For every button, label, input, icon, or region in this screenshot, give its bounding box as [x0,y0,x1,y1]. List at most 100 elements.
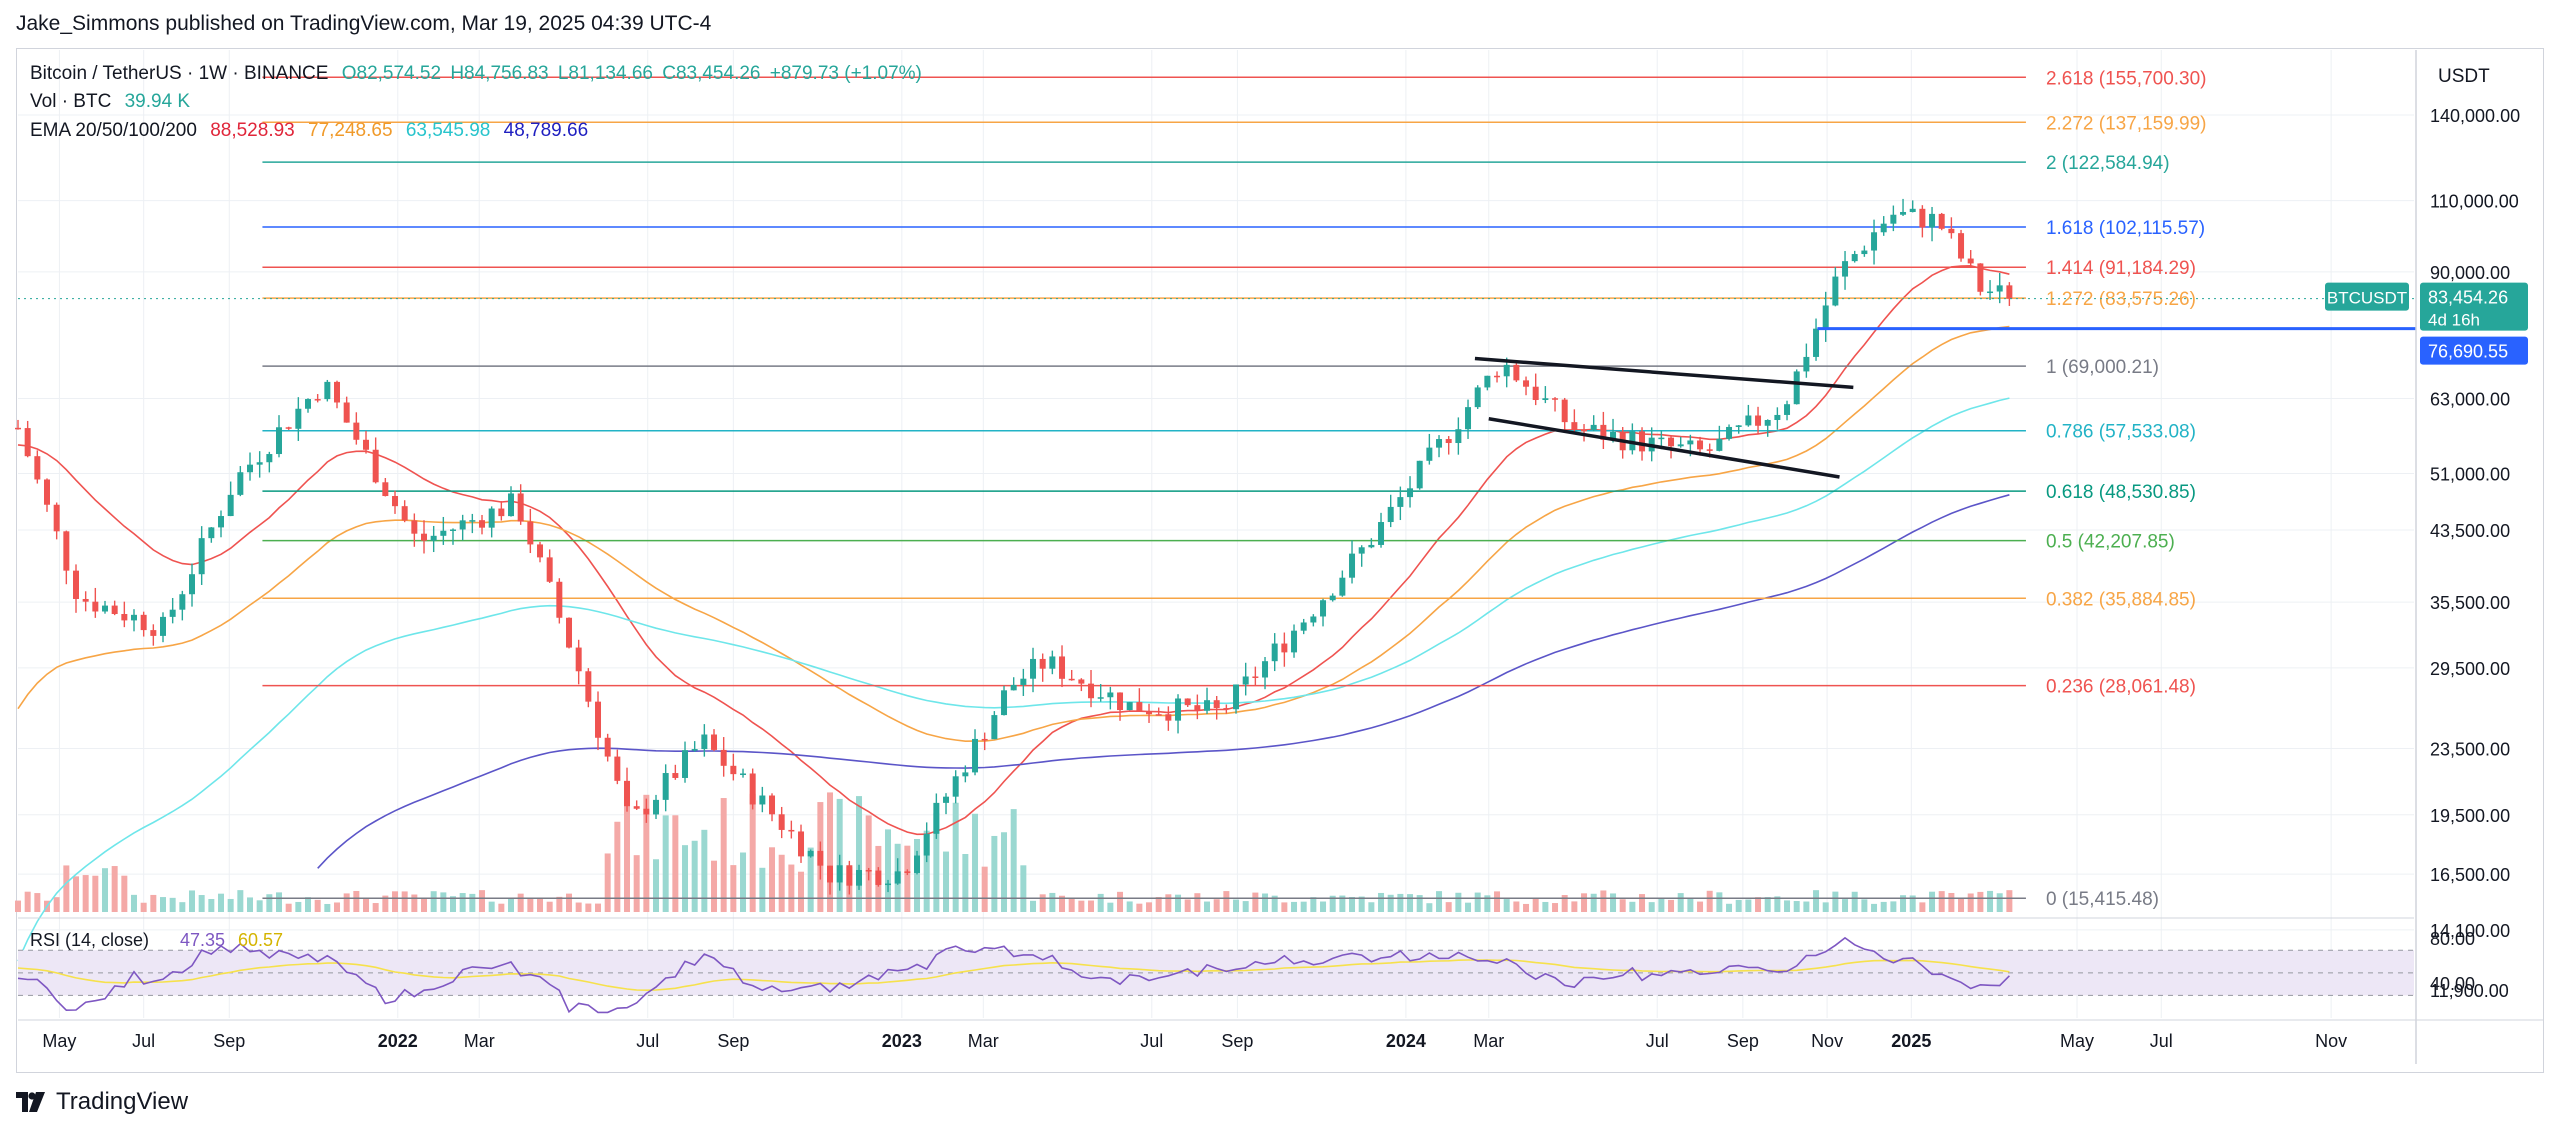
candle-body [875,870,882,885]
candle-body [1146,711,1153,715]
candle-body [1155,714,1162,716]
volume-bar [1880,901,1887,912]
candle-body [1735,425,1742,427]
candle-body [1900,212,1907,215]
candle-body [923,833,930,856]
volume-bar [1213,899,1220,912]
candle-body [865,869,872,872]
symbol-tag[interactable] [2325,282,2409,311]
time-tick-label: 2022 [378,1031,418,1051]
volume-bar [1136,903,1143,912]
legend-ema-label[interactable]: EMA 20/50/100/200 [30,120,197,141]
candle-body [305,399,312,409]
candle-body [1030,658,1037,679]
candle-body [730,765,737,775]
candle-body [1523,380,1530,387]
volume-bar [1242,901,1249,912]
ema100-line [17,397,2010,962]
volume-bar [952,802,959,912]
footer-brand[interactable]: TradingView [56,1088,189,1115]
volume-bar [1117,891,1124,912]
legend-vol-label[interactable]: Vol · BTC [30,91,112,112]
volume-bar [1832,891,1839,912]
fib-level-label: 0.236 (28,061.48) [2046,677,2196,698]
volume-bar [1310,897,1317,912]
volume-bar [1793,901,1800,912]
volume-bar [24,891,31,912]
volume-bar [1639,894,1646,912]
ema20-line [17,264,2010,836]
volume-bar [334,902,341,912]
last-price-tag[interactable] [2420,282,2528,331]
candle-body [740,773,747,775]
volume-bar [314,899,321,912]
candle-body [63,531,70,571]
rsi-label[interactable]: RSI (14, close) [30,930,149,950]
volume-bar [1088,900,1095,912]
trendline[interactable] [1474,356,1854,390]
support-price-tag[interactable] [2420,336,2528,365]
volume-bar [1097,893,1104,912]
candle-body [1310,616,1317,623]
candle-body [585,671,592,702]
candle-body [1436,439,1443,448]
time-tick-label: 2025 [1891,1031,1931,1051]
price-tick-label: 140,000.00 [2430,106,2520,126]
volume-bar [1320,901,1327,912]
volume-bar [353,890,360,912]
candle-body [1223,708,1230,710]
candle-body [1001,690,1008,716]
volume-bar [662,815,669,912]
fibonacci-levels: 2.618 (155,700.30) 2.272 (137,159.99) 2 (1… [262,68,2207,910]
volume-bar [1687,898,1694,912]
volume-bar [189,890,196,912]
chart-frame[interactable] [16,48,2544,1073]
candle-body [1716,438,1723,451]
candle-body [1387,506,1394,523]
candle-body [1948,228,1955,234]
volume-bar [682,845,689,912]
legend-symbol[interactable]: Bitcoin / TetherUS · 1W · BINANCE [30,63,329,84]
candle-body [1987,291,1994,294]
candle-body [962,772,969,777]
fib-level-label: 1.414 (91,184.29) [2046,258,2196,279]
trendlines [18,298,2416,479]
volume-bar [1774,896,1781,912]
volume-bar [392,891,399,912]
fib-level-label: 0.382 (35,884.85) [2046,589,2196,610]
legend-ema100: 63,545.98 [405,120,491,141]
volume-bar [256,900,263,912]
candle-body [1242,676,1249,685]
candle-body [24,428,31,457]
candle-body [720,749,727,766]
candle-body [1020,678,1027,685]
volume-bar [1938,891,1945,912]
candle-body [2006,285,2013,299]
volume-bar [788,864,795,912]
support-price-value: 76,690.55 [2428,342,2508,362]
volume-bar [1300,901,1307,912]
candle-body [556,581,563,618]
volume-bar [218,893,225,912]
legend-symbol-row: Bitcoin / TetherUS · 1W · BINANCE O82,57… [30,63,930,85]
time-tick-label: Mar [464,1031,495,1051]
volume-bar [2006,890,2013,912]
volume-bar [537,898,544,912]
candle-body [1445,439,1452,444]
volume-bar [1503,899,1510,912]
legend-change: +879.73 (+1.07%) [769,63,922,84]
volume-bar [943,851,950,912]
volume-bar [1697,901,1704,912]
price-tick-label: 63,000.00 [2430,389,2510,409]
candle-body [1755,415,1762,426]
candle-body [1697,440,1704,450]
volume-bar [1358,896,1365,912]
volume-bar [1900,895,1907,912]
candle-body [1600,424,1607,440]
volume-bar [546,901,553,912]
volume-bar [1387,894,1394,912]
rsi-pane: RSI (14, close) 47.35 60.57 [17,930,2414,1014]
candle-body [1184,698,1191,706]
trendline[interactable] [1488,417,1840,479]
